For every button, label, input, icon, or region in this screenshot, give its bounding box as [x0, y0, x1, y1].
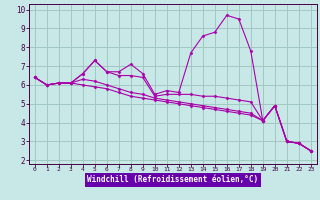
- X-axis label: Windchill (Refroidissement éolien,°C): Windchill (Refroidissement éolien,°C): [87, 175, 258, 184]
